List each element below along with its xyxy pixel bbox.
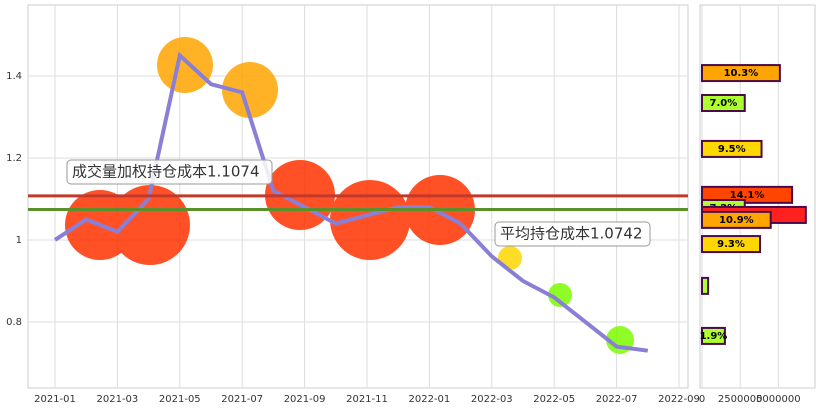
annotation: 平均持仓成本1.0742 [500, 225, 643, 243]
bar [701, 210, 772, 229]
x-tick-label: 2022-05 [533, 394, 575, 405]
value-label: 1.9% [700, 331, 728, 342]
value-label: 10.3% [724, 68, 759, 79]
x-tick-label: 2021-03 [97, 394, 139, 405]
annotation-box [66, 159, 273, 185]
x-tick-label: 0 [699, 394, 705, 405]
bar [701, 185, 794, 204]
value-label: 14.1% [730, 190, 765, 201]
x-tick-label: 2021-11 [346, 394, 388, 405]
value-label: 10.9% [719, 215, 754, 226]
x-tick-label: 2500000 [718, 394, 763, 405]
x-tick-label: 5000000 [756, 394, 801, 405]
bar [701, 276, 710, 295]
x-tick-label: 2022-07 [596, 394, 638, 405]
x-tick-label: 2021-09 [284, 394, 326, 405]
value-label: 9.3% [717, 239, 745, 250]
bar [701, 94, 746, 113]
value-label: 7.0% [710, 98, 738, 109]
y-tick-label: 1.2 [6, 153, 22, 164]
bar [701, 235, 762, 254]
bar [701, 326, 726, 345]
value-label: 9.5% [718, 144, 746, 155]
bar [701, 64, 781, 83]
annotation: 成交量加权持仓成本1.1074 [72, 163, 260, 181]
annotation-box [494, 221, 651, 247]
y-tick-label: 0.8 [6, 317, 22, 328]
y-tick-label: 1.4 [6, 71, 22, 82]
bar [701, 139, 763, 158]
x-tick-label: 2022-03 [471, 394, 513, 405]
x-tick-label: 2022-01 [409, 394, 451, 405]
x-tick-label: 2021-07 [221, 394, 263, 405]
x-tick-label: 2021-01 [34, 394, 76, 405]
x-tick-label: 2022-09 [658, 394, 700, 405]
y-tick-label: 1 [16, 235, 22, 246]
x-tick-label: 2021-05 [159, 394, 201, 405]
